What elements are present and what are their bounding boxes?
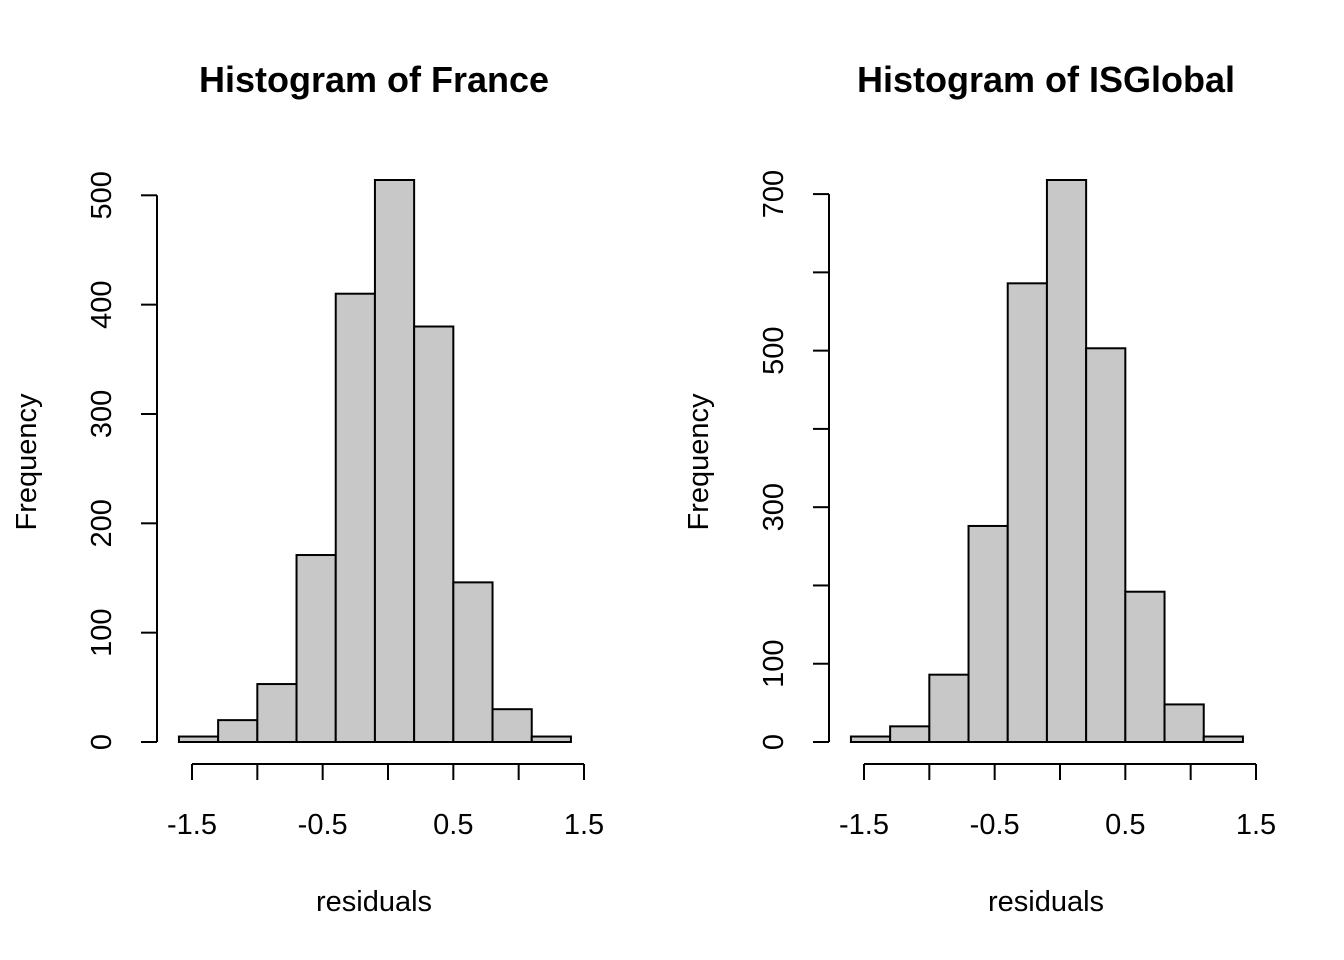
chart-title: Histogram of France (199, 59, 549, 100)
y-tick-label: 0 (86, 734, 118, 750)
y-tick-label: 300 (758, 483, 790, 531)
histogram-bar (452, 581, 494, 744)
y-axis: 0 100 200 300 400 500 (86, 171, 158, 750)
y-tick-label: 500 (86, 171, 118, 219)
x-axis: -1.5 -0.5 0.5 1.5 (839, 763, 1276, 841)
x-tick-label: -1.5 (839, 809, 889, 841)
chart-title: Histogram of ISGlobal (857, 59, 1235, 100)
x-tick-label: 1.5 (564, 809, 604, 841)
x-tick-label: 0.5 (1105, 809, 1145, 841)
y-tick-label: 500 (758, 326, 790, 374)
y-axis-label: Frequency (11, 393, 43, 531)
x-axis: -1.5 -0.5 0.5 1.5 (167, 763, 604, 841)
y-tick-label: 200 (86, 499, 118, 547)
y-axis-label: Frequency (683, 393, 715, 531)
x-tick-label: 0.5 (433, 809, 473, 841)
y-tick-label: 0 (758, 734, 790, 750)
x-tick-label: -1.5 (167, 809, 217, 841)
histogram-bar (177, 735, 220, 744)
x-tick-label: -0.5 (298, 809, 348, 841)
y-tick-label: 400 (86, 280, 118, 328)
histogram-bar (334, 292, 376, 743)
histogram-bar (1085, 347, 1127, 743)
histogram-bar (491, 708, 533, 743)
histogram-bar (413, 325, 455, 743)
histogram-bar (256, 683, 298, 744)
histogram-panel-isglobal: Histogram of ISGlobal residuals Frequenc… (683, 59, 1276, 918)
histogram-bar (928, 673, 970, 744)
histogram-bar (530, 735, 572, 744)
histogram-bar (217, 719, 259, 744)
x-axis-label: residuals (988, 886, 1104, 918)
histogram-bar (1202, 735, 1244, 743)
histogram-bar (1006, 282, 1048, 743)
histogram-bar (889, 725, 931, 743)
y-tick-label: 100 (758, 640, 790, 688)
histogram-bar (1124, 590, 1166, 743)
x-tick-label: -0.5 (970, 809, 1020, 841)
histogram-bar (295, 554, 337, 743)
bar-group (177, 179, 572, 744)
histogram-bar (373, 179, 416, 743)
x-axis-label: residuals (316, 886, 432, 918)
y-axis: 0 100 300 500 700 (758, 170, 830, 750)
y-tick-label: 100 (86, 608, 118, 656)
histogram-panel-france: Histogram of France residuals Frequency … (11, 59, 604, 918)
x-tick-label: 1.5 (1236, 809, 1276, 841)
histogram-bar (1163, 703, 1205, 743)
histogram-bar (967, 524, 1009, 743)
histogram-bar (1045, 179, 1088, 743)
bar-group (849, 179, 1244, 744)
histogram-bar (849, 735, 892, 743)
y-tick-label: 300 (86, 390, 118, 438)
y-tick-label: 700 (758, 170, 790, 218)
